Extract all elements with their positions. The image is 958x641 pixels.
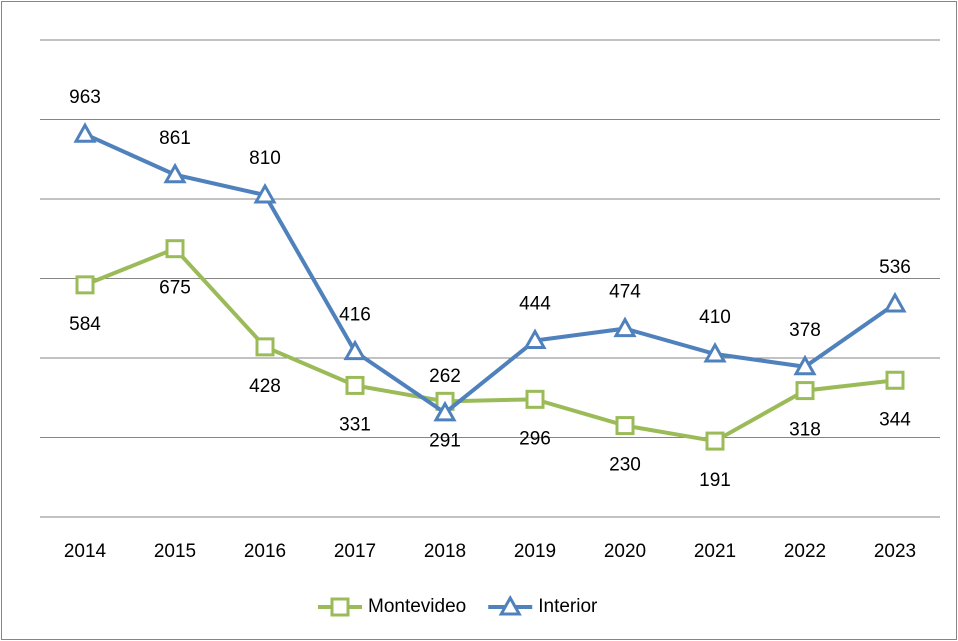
data-point (705, 431, 725, 451)
data-point (165, 239, 185, 259)
data-label: 262 (429, 366, 461, 387)
data-label: 331 (339, 414, 371, 435)
legend-marker (330, 597, 350, 617)
data-point (885, 370, 905, 390)
data-label: 584 (69, 314, 101, 335)
x-tick-label: 2020 (604, 541, 646, 562)
x-tick-label: 2015 (154, 541, 196, 562)
data-point (433, 400, 457, 422)
legend-marker (498, 594, 522, 616)
data-label: 318 (789, 420, 821, 441)
data-label: 861 (159, 128, 191, 149)
data-point (255, 337, 275, 357)
data-label: 378 (789, 320, 821, 341)
x-tick-label: 2014 (64, 541, 107, 562)
data-point (883, 291, 907, 313)
data-label: 291 (429, 430, 461, 451)
series-line (84, 132, 897, 416)
x-tick-label: 2017 (334, 541, 376, 562)
data-label: 191 (699, 470, 731, 491)
data-label: 344 (879, 409, 911, 430)
data-point (793, 354, 817, 376)
data-point (343, 339, 367, 361)
x-tick-label: 2018 (424, 541, 466, 562)
data-point (795, 381, 815, 401)
data-label: 675 (159, 278, 191, 299)
data-point (525, 389, 545, 409)
series-line (84, 246, 896, 444)
data-label: 963 (69, 87, 101, 108)
data-label: 296 (519, 428, 551, 449)
x-tick-label: 2019 (514, 541, 556, 562)
data-label: 810 (249, 148, 281, 169)
x-tick-label: 2022 (784, 541, 826, 562)
data-point (615, 416, 635, 436)
data-point (523, 328, 547, 350)
data-label: 444 (519, 294, 551, 315)
data-point (163, 162, 187, 184)
data-point (345, 375, 365, 395)
data-label: 230 (609, 455, 641, 476)
data-point (703, 341, 727, 363)
x-tick-label: 2021 (694, 541, 736, 562)
data-label: 428 (249, 376, 281, 397)
legend-label: Montevideo (368, 596, 466, 617)
x-tick-label: 2023 (874, 541, 916, 562)
data-label: 416 (339, 305, 371, 326)
x-tick-label: 2016 (244, 541, 286, 562)
legend-label: Interior (538, 596, 598, 617)
data-label: 474 (609, 282, 641, 303)
data-point (75, 275, 95, 295)
data-label: 410 (699, 307, 731, 328)
data-point (253, 182, 277, 204)
data-label: 536 (879, 257, 911, 278)
data-point (613, 316, 637, 338)
data-point (73, 122, 97, 143)
